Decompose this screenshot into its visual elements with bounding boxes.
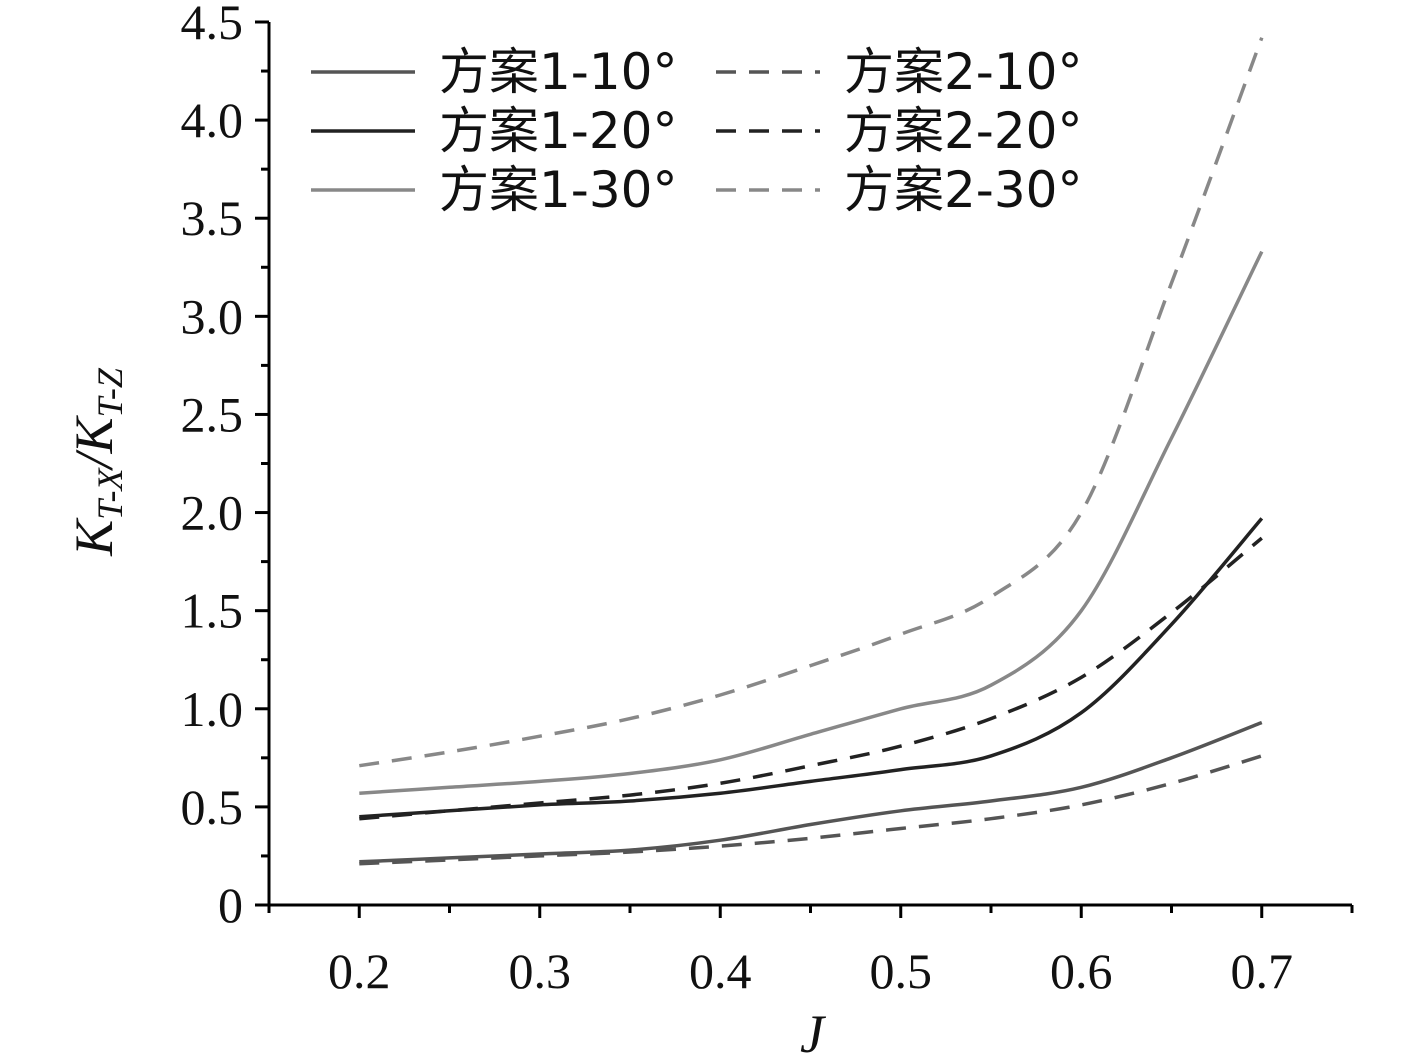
- y-tick-label: 1.5: [181, 583, 244, 639]
- series-line-2: [359, 517, 1264, 819]
- legend-label-4: 方案2-10°: [844, 43, 1082, 101]
- y-axis-label-main: K: [64, 517, 124, 557]
- y-tick-label: 0: [218, 877, 243, 933]
- legend-label-2: 方案1-20°: [439, 102, 677, 160]
- x-tick-label: 0.5: [870, 943, 933, 999]
- y-tick-label: 3.5: [181, 190, 244, 246]
- y-axis-label-sep: /K: [64, 415, 124, 472]
- series-line-6: [359, 37, 1264, 768]
- x-tick-label: 0.2: [328, 943, 391, 999]
- legend-label-1: 方案1-10°: [439, 43, 677, 101]
- y-tick-label: 1.0: [181, 681, 244, 737]
- y-axis-label-sub1: T-X: [90, 467, 130, 520]
- series-line-3: [359, 250, 1264, 795]
- legend-label-3: 方案1-30°: [439, 161, 677, 219]
- series-line-5: [359, 536, 1263, 821]
- y-tick-label: 3.0: [181, 288, 244, 344]
- y-axis-label: KT-X/KT-Z: [64, 367, 130, 557]
- x-tick-label: 0.4: [689, 943, 752, 999]
- x-tick-label: 0.7: [1231, 943, 1294, 999]
- legend: 方案1-10°方案1-20°方案1-30° 方案2-10°方案2-20°方案2-3…: [311, 43, 1082, 219]
- legend-label-6: 方案2-30°: [844, 161, 1082, 219]
- y-tick-label: 2.0: [181, 485, 244, 541]
- series-line-1: [359, 720, 1263, 864]
- axes: 0 0.5 1.0 1.5 2.0 2.5 3.0 3.5 4.0 4.5 0.2 0.3 0.4 0.5…: [181, 0, 1354, 999]
- y-tick-label: 0.5: [181, 779, 244, 835]
- y-tick-label: 4.5: [181, 0, 244, 50]
- y-axis-label-sub2: T-Z: [90, 367, 130, 417]
- x-axis-label: J: [800, 1004, 827, 1058]
- x-tick-label: 0.6: [1050, 943, 1113, 999]
- y-tick-label: 4.0: [181, 92, 244, 148]
- legend-label-5: 方案2-20°: [844, 102, 1082, 160]
- x-tick-label: 0.3: [509, 943, 572, 999]
- y-tick-label: 2.5: [181, 386, 244, 442]
- series-layer: [359, 37, 1264, 866]
